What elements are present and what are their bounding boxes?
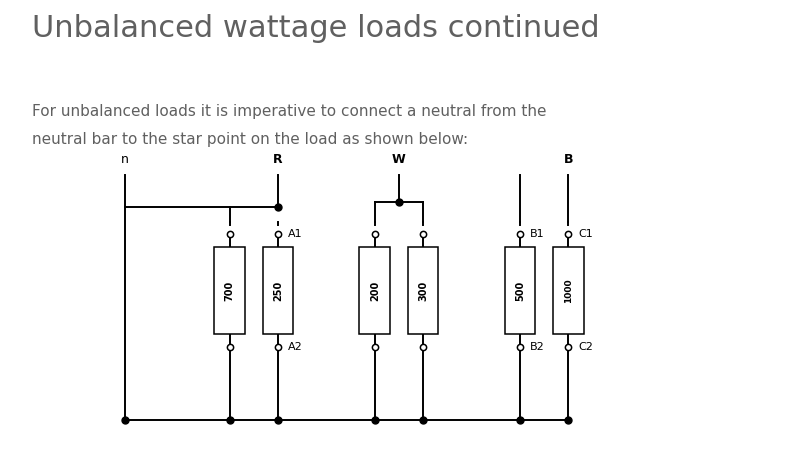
Text: B2: B2 (530, 342, 544, 352)
Bar (553, 247, 584, 334)
Text: 1000: 1000 (563, 278, 573, 303)
Bar (505, 247, 535, 334)
Text: For unbalanced loads it is imperative to connect a neutral from the: For unbalanced loads it is imperative to… (32, 104, 546, 119)
Text: R: R (273, 153, 283, 166)
Text: 200: 200 (370, 281, 380, 301)
Text: neutral bar to the star point on the load as shown below:: neutral bar to the star point on the loa… (32, 132, 468, 147)
Text: B: B (563, 153, 573, 166)
Bar (408, 247, 438, 334)
Text: A1: A1 (288, 229, 302, 239)
Text: W: W (392, 153, 406, 166)
Text: 250: 250 (273, 281, 283, 301)
Text: n: n (121, 153, 129, 166)
Text: 700: 700 (225, 281, 235, 301)
Bar (359, 247, 390, 334)
Text: B1: B1 (530, 229, 544, 239)
Bar (263, 247, 293, 334)
Bar (214, 247, 245, 334)
Text: 500: 500 (515, 281, 525, 301)
Text: C1: C1 (578, 229, 592, 239)
Text: C2: C2 (578, 342, 592, 352)
Text: A2: A2 (288, 342, 302, 352)
Text: Unbalanced wattage loads continued: Unbalanced wattage loads continued (32, 14, 600, 43)
Text: 300: 300 (418, 281, 428, 301)
